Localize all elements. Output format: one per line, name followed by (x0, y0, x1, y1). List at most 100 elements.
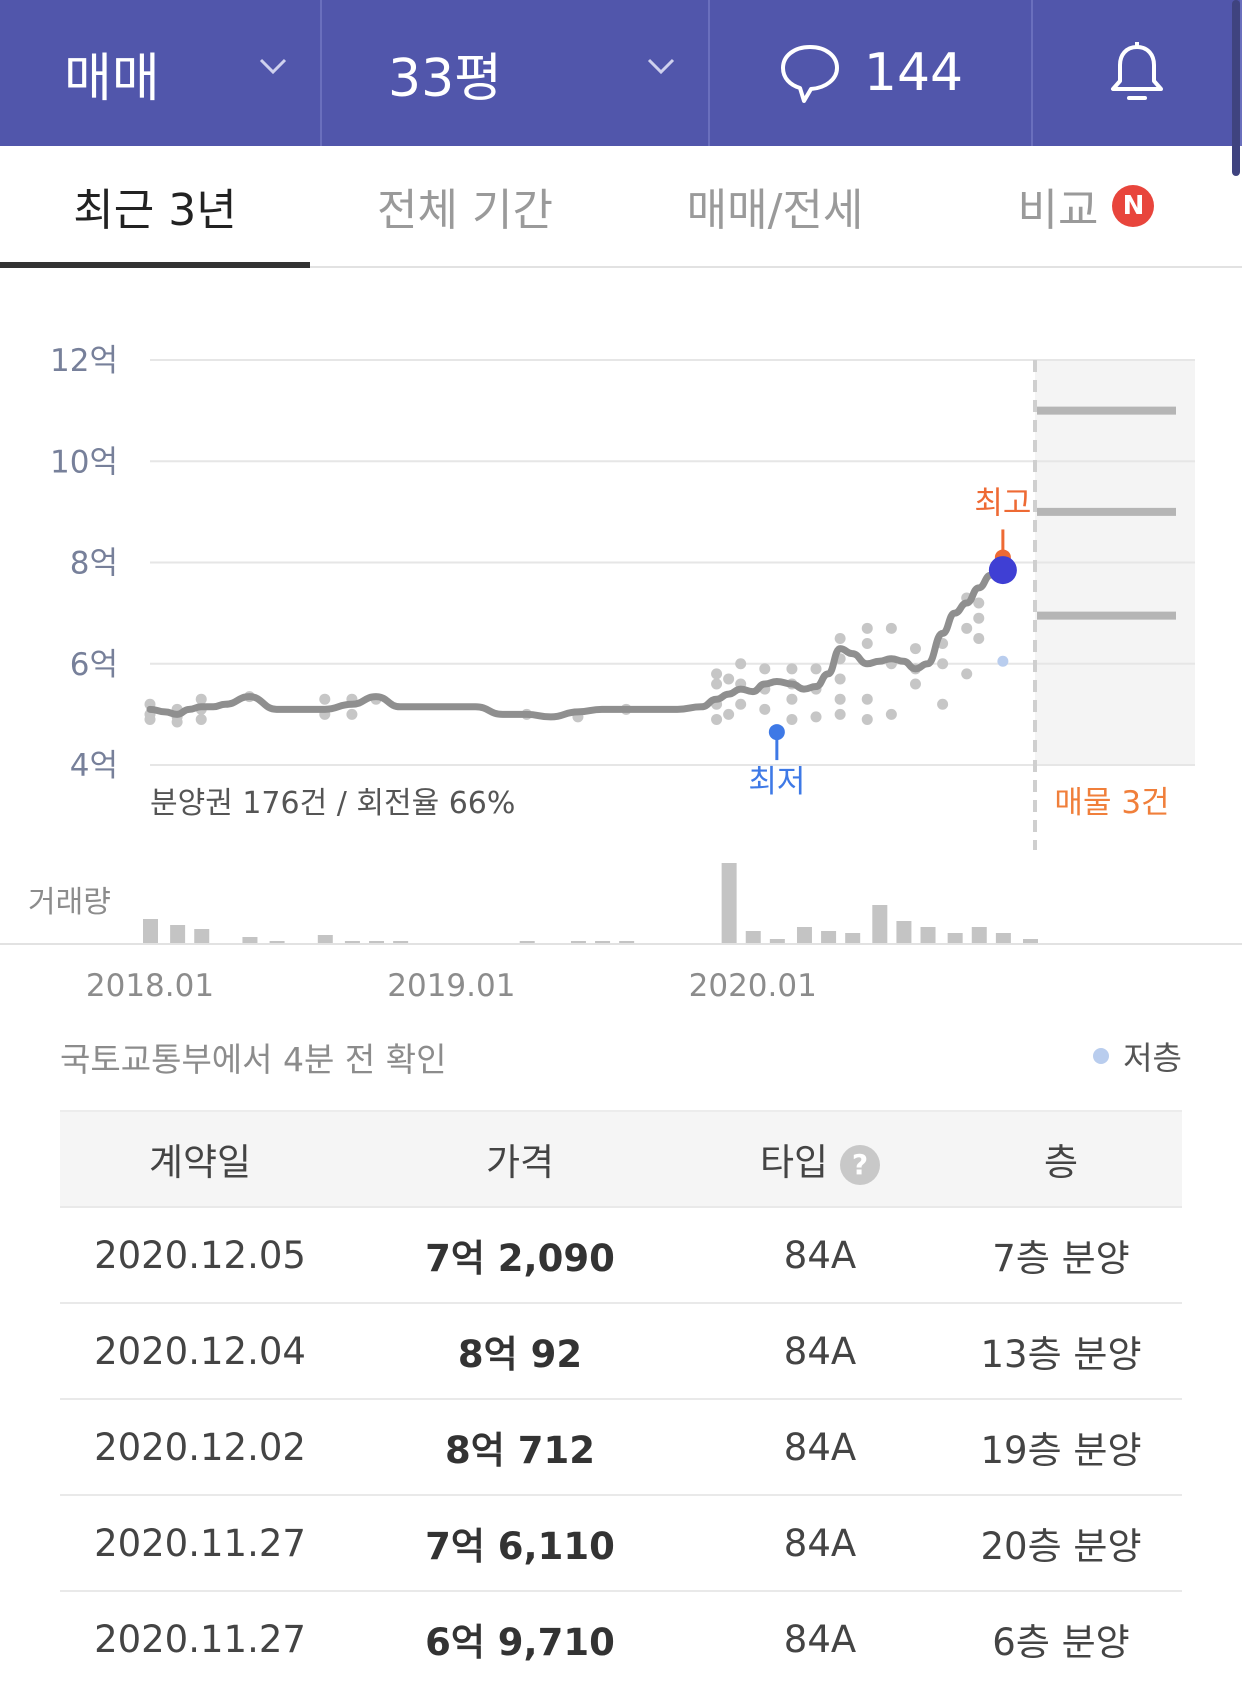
header-type-label: 타입 (759, 1141, 829, 1184)
talk-count: 144 (863, 43, 964, 103)
current-price-point (988, 556, 1017, 585)
table-header: 계약일 가격 타입? 층 (60, 1110, 1182, 1206)
transaction-point (735, 658, 747, 670)
speech-bubble-icon (780, 45, 839, 103)
low-floor-dot-icon (1093, 1048, 1110, 1064)
transaction-point (735, 698, 747, 710)
transaction-point (711, 678, 723, 690)
table-row[interactable]: 2020.12.05 7억 2,090 84A 7층 분양 (60, 1206, 1182, 1302)
transaction-point (861, 693, 873, 705)
cell-date: 2020.12.04 (94, 1329, 306, 1373)
cell-date: 2020.11.27 (94, 1521, 306, 1565)
transaction-point (961, 622, 973, 634)
low-floor-point (997, 655, 1009, 667)
volume-label: 거래량 (28, 885, 111, 920)
legend-low-floor: 저층 (1093, 1033, 1182, 1079)
volume-bar (194, 929, 210, 943)
table-row[interactable]: 2020.12.04 8억 92 84A 13층 분양 (60, 1302, 1182, 1398)
transaction-point (834, 708, 846, 720)
volume-bar (845, 933, 861, 943)
transaction-point (346, 708, 358, 720)
transaction-point (973, 612, 985, 624)
deal-type-dropdown[interactable]: 매매 (0, 0, 322, 146)
chevron-down-icon (647, 58, 675, 75)
scrollbar-thumb[interactable] (1232, 0, 1240, 176)
legend-label: 저층 (1123, 1039, 1182, 1077)
volume-bar (920, 927, 936, 943)
tab-sale-jeonse[interactable]: 매매/전세 (620, 146, 930, 266)
cell-floor: 19층 분양 (980, 1429, 1142, 1472)
volume-bar (143, 919, 158, 943)
header-price: 가격 (485, 1141, 555, 1184)
volume-bar (369, 941, 385, 943)
table-row[interactable]: 2020.12.02 8억 712 84A 19층 분양 (60, 1398, 1182, 1494)
transaction-point (786, 663, 798, 675)
volume-bar (796, 927, 812, 943)
cell-type: 84A (783, 1521, 857, 1565)
cell-floor: 13층 분양 (980, 1333, 1142, 1376)
transaction-point (759, 703, 771, 715)
alarm-button[interactable] (1033, 0, 1242, 146)
volume-bar (995, 933, 1011, 943)
transaction-point (711, 713, 723, 725)
talk-button[interactable]: 144 (710, 0, 1033, 146)
volume-bar (269, 941, 285, 943)
cell-price: 8억 92 (457, 1333, 583, 1376)
volume-bar (393, 941, 409, 943)
min-marker-dot (768, 724, 785, 741)
tab-label: 전체 기간 (377, 185, 553, 236)
cell-floor: 7층 분양 (992, 1237, 1130, 1280)
volume-bar (519, 941, 535, 943)
top-bar: 매매 33평 144 (0, 0, 1242, 176)
listing-count-label: 매물 3건 (1054, 785, 1169, 821)
table-row[interactable]: 2020.11.27 6억 9,710 84A 6층 분양 (60, 1590, 1182, 1686)
transactions-table: 계약일 가격 타입? 층 2020.12.05 7억 2,090 84A 7층 … (60, 1110, 1182, 1686)
tab-all-period[interactable]: 전체 기간 (310, 146, 620, 266)
volume-bar (947, 933, 963, 943)
transaction-point (195, 693, 207, 705)
cell-type: 84A (783, 1617, 857, 1661)
cell-floor: 6층 분양 (992, 1621, 1130, 1664)
max-marker-label: 최고 (974, 485, 1031, 521)
cell-date: 2020.11.27 (94, 1617, 306, 1661)
transaction-point (810, 711, 822, 723)
deal-type-label: 매매 (64, 48, 160, 109)
tab-recent-3-years[interactable]: 최근 3년 (0, 146, 310, 268)
transaction-point (834, 632, 846, 644)
volume-bar (971, 927, 987, 943)
help-icon[interactable]: ? (840, 1144, 881, 1185)
tab-compare[interactable]: 비교 N (930, 146, 1242, 266)
transaction-point (909, 643, 921, 655)
volume-bar (170, 925, 186, 943)
tab-label: 최근 3년 (73, 185, 237, 236)
transaction-point (834, 693, 846, 705)
cell-floor: 20층 분양 (980, 1525, 1142, 1568)
transaction-point (909, 678, 921, 690)
cell-type: 84A (783, 1233, 857, 1277)
y-tick-label: 4억 (70, 748, 118, 784)
transaction-point (319, 693, 331, 705)
transaction-point (937, 658, 949, 670)
size-dropdown[interactable]: 33평 (322, 0, 710, 146)
transaction-point (723, 673, 735, 685)
transaction-point (195, 713, 207, 725)
volume-bar (721, 863, 737, 943)
bell-icon (1110, 42, 1163, 100)
volume-bar (619, 941, 635, 943)
source-text: 국토교통부에서 4분 전 확인 (60, 1040, 447, 1079)
volume-bar (769, 939, 785, 943)
cell-type: 84A (783, 1425, 857, 1469)
volume-bar (1023, 939, 1038, 943)
transaction-point (973, 632, 985, 644)
chart-note: 분양권 176건 / 회전율 66% (150, 786, 515, 821)
header-date: 계약일 (148, 1141, 252, 1184)
volume-bar (317, 935, 333, 943)
table-row[interactable]: 2020.11.27 7억 6,110 84A 20층 분양 (60, 1494, 1182, 1590)
tab-label: 비교 (1017, 185, 1099, 236)
volume-bar (570, 941, 586, 943)
tab-label: 매매/전세 (686, 185, 864, 236)
price-trend-line (146, 569, 1007, 721)
transaction-point (786, 713, 798, 725)
volume-bar (896, 921, 912, 943)
